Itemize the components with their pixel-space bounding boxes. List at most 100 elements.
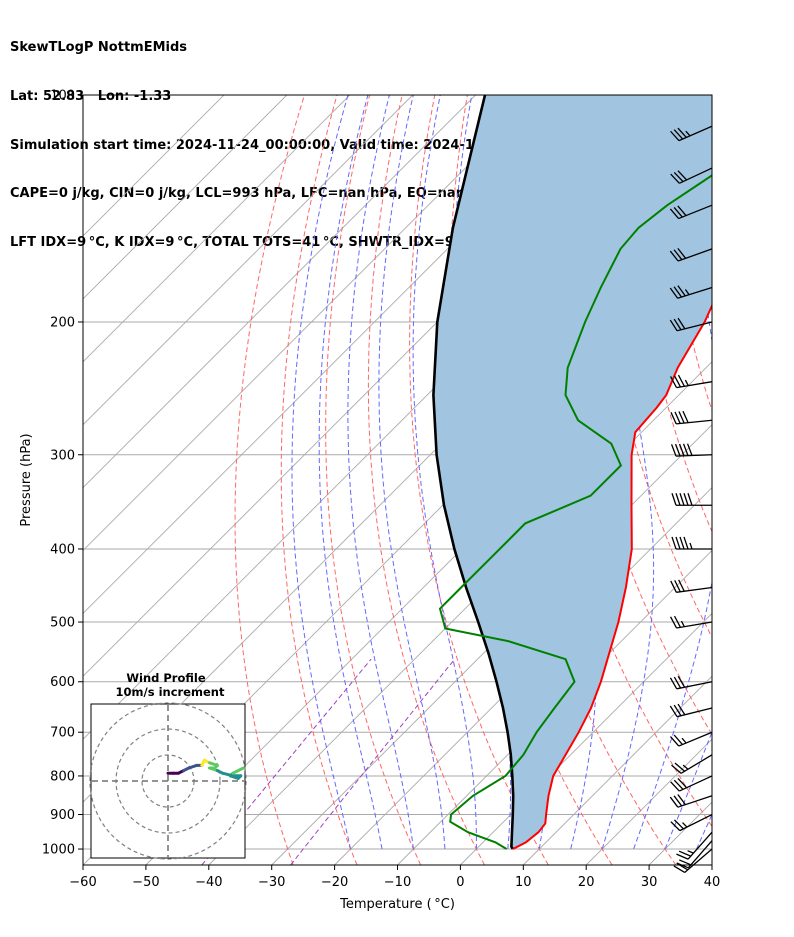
wind-barb-flag xyxy=(682,443,689,456)
wind-barb xyxy=(670,579,713,593)
wind-barb-flag xyxy=(686,443,693,456)
wind-barb-flag xyxy=(671,536,677,550)
wind-barb-flag xyxy=(677,794,686,806)
y-tick-label: 200 xyxy=(50,315,75,330)
wind-barb-flag xyxy=(670,580,677,593)
cin-shading xyxy=(433,95,712,849)
wind-barb-flag xyxy=(669,319,678,332)
wind-barb-half-flag xyxy=(687,850,694,854)
title-station: SkewTLogP NottmEMids xyxy=(10,40,188,56)
wind-barb xyxy=(670,167,713,184)
wind-barb xyxy=(669,247,713,262)
hodograph-title: Wind Profile xyxy=(126,671,206,685)
wind-barb-flag xyxy=(673,676,682,689)
y-tick-label: 100 xyxy=(50,89,75,104)
wind-barb xyxy=(670,775,713,792)
wind-barb xyxy=(671,754,713,774)
wind-barb-shaft xyxy=(684,848,713,873)
wind-barb-shaft xyxy=(678,731,713,747)
wind-barb-shaft xyxy=(679,167,713,184)
isotherm-line xyxy=(711,864,712,865)
y-tick-label: 800 xyxy=(50,769,75,784)
profiles xyxy=(432,95,712,850)
dewpoint-profile-line xyxy=(438,174,712,850)
wind-barb-flag xyxy=(677,703,686,716)
dry-adiabat xyxy=(409,95,549,865)
wind-barb-flag xyxy=(677,285,686,297)
wind-barb-flag xyxy=(683,493,689,506)
wind-barb-flag xyxy=(670,821,681,832)
isotherm-line xyxy=(83,95,540,552)
wind-barb-flag xyxy=(677,675,686,688)
wind-barb xyxy=(669,285,713,299)
wind-barb-flag xyxy=(669,677,678,690)
temperature-profile-line xyxy=(512,303,712,850)
hodograph-ring xyxy=(89,702,247,860)
wind-barb-half-flag xyxy=(689,542,693,550)
wind-barb-flag xyxy=(678,579,685,592)
moist-adiabat xyxy=(664,730,712,850)
wind-barb-shaft xyxy=(680,754,713,774)
wind-barb-flag xyxy=(673,375,682,388)
wind-barb-flag xyxy=(670,130,680,142)
wind-barb-flag xyxy=(670,444,677,457)
wind-barb-flag xyxy=(679,536,685,550)
wind-barb-shaft xyxy=(677,795,713,808)
x-tick-label: 20 xyxy=(578,875,595,890)
wind-barb-flag xyxy=(669,796,679,808)
dry-adiabat xyxy=(280,95,358,865)
wind-barb-flag xyxy=(669,376,678,388)
wind-barb xyxy=(669,675,713,690)
wind-barb-flag xyxy=(682,410,689,423)
dry-adiabat xyxy=(325,95,422,865)
dry-adiabat xyxy=(759,78,794,865)
hodograph: Wind Profile 10m/s increment xyxy=(89,671,247,860)
wind-barb-shaft xyxy=(676,681,713,690)
title-location: Lat: 52.83 Lon: -1.33 xyxy=(10,89,172,104)
wind-barb-flag xyxy=(673,704,682,717)
wind-barb-flag xyxy=(670,173,680,184)
wind-barb-flag xyxy=(673,865,686,874)
wind-barb-flag xyxy=(679,493,685,506)
wind-barb xyxy=(671,493,712,506)
wind-barb-flag xyxy=(679,859,692,866)
dry-adiabat xyxy=(629,95,712,533)
wind-barb-half-flag xyxy=(682,822,688,828)
x-axis-label: Temperature ( °C) xyxy=(339,897,455,912)
wind-barb-shaft xyxy=(676,621,713,629)
wind-barb-flag xyxy=(676,853,689,860)
y-tick-label: 900 xyxy=(50,808,75,823)
isotherm-line xyxy=(460,612,712,865)
y-tick-label: 1000 xyxy=(42,843,75,858)
mixing-ratio-line xyxy=(290,658,456,865)
wind-barb-flag xyxy=(678,850,691,857)
dry-adiabat xyxy=(524,95,712,828)
wind-barb-flag xyxy=(678,443,685,457)
wind-barb xyxy=(669,794,713,808)
isotherm-line xyxy=(83,95,288,300)
x-tick-label: −60 xyxy=(69,875,96,890)
wind-barb-flag xyxy=(669,736,680,747)
wind-barb-shaft xyxy=(679,813,713,832)
axes: −60 −50 −40 −30 −20 −10 0 10 20 30 40 1000 900 800 700… xyxy=(42,89,720,891)
wind-barb-flag xyxy=(673,249,683,261)
wind-barb-flag xyxy=(669,705,678,718)
y-tick-label: 300 xyxy=(50,448,75,463)
wind-barb-half-flag xyxy=(680,620,685,627)
wind-barb-shaft xyxy=(677,286,713,299)
dry-adiabat xyxy=(234,95,306,865)
x-tick-label: −30 xyxy=(258,875,285,890)
wind-barb-shaft xyxy=(678,125,713,142)
wind-barb-shaft xyxy=(676,381,713,389)
wind-barb-shaft xyxy=(676,707,713,718)
wind-barb-flag xyxy=(673,206,683,218)
wind-barb-half-flag xyxy=(684,289,690,296)
wind-barb xyxy=(671,536,712,550)
wind-barb xyxy=(670,813,713,832)
wind-barb-flag xyxy=(675,493,681,506)
wind-barb-flag xyxy=(673,779,684,790)
wind-barb-flag xyxy=(673,171,684,183)
isotherm-line xyxy=(83,95,351,363)
wind-barb-flag xyxy=(674,762,685,772)
wind-barb-flag xyxy=(683,536,689,550)
